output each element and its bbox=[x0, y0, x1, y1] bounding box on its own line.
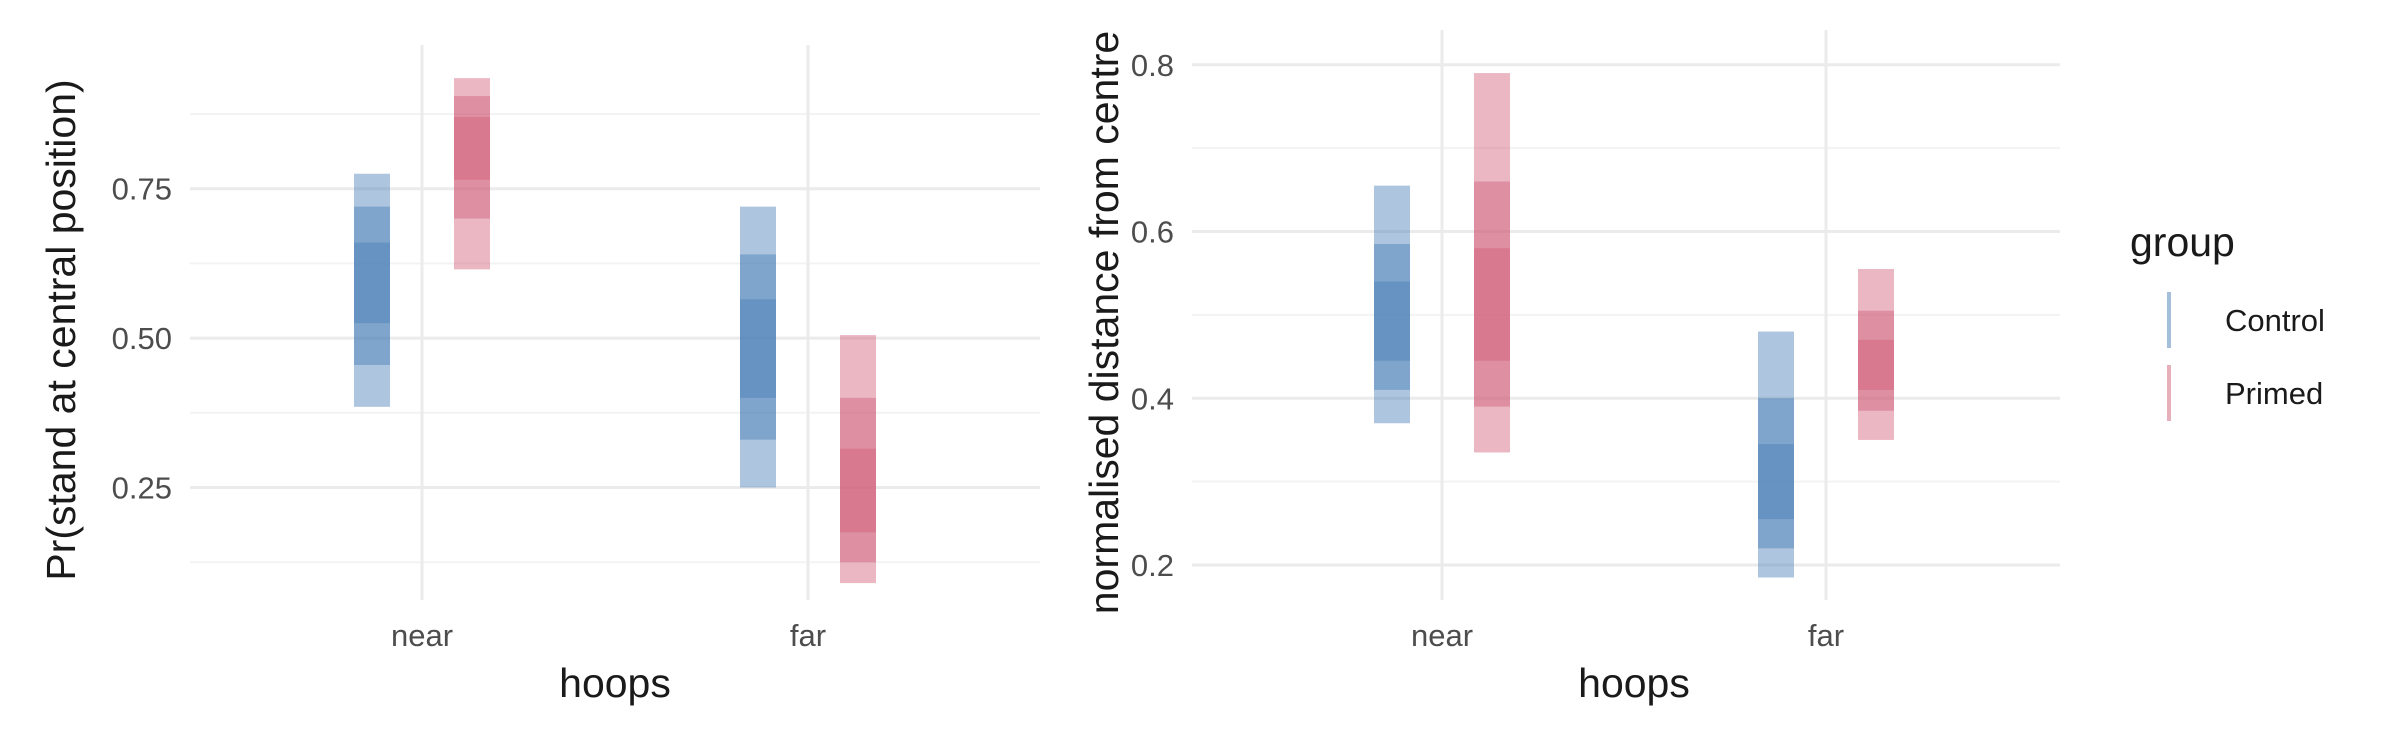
interval-bar-primed-near-level-2 bbox=[454, 96, 490, 219]
interval-bar-control-near-level-2 bbox=[1374, 244, 1410, 390]
interval-bar-primed-near-level-1 bbox=[1474, 73, 1510, 453]
interval-bar-control-far-level-3 bbox=[740, 299, 776, 398]
x-axis-title: hoops bbox=[559, 660, 671, 706]
y-tick-label: 0.6 bbox=[1131, 215, 1174, 250]
y-tick-label: 0.75 bbox=[112, 172, 172, 207]
interval-bar-control-near-level-1 bbox=[354, 173, 390, 407]
legend-label-primed: Primed bbox=[2225, 376, 2323, 411]
interval-bar-primed-far-level-1 bbox=[840, 335, 876, 584]
interval-bar-control-far-level-2 bbox=[1758, 398, 1794, 549]
interval-bar-primed-far-level-1 bbox=[1858, 269, 1894, 440]
interval-bar-control-far-level-2 bbox=[740, 254, 776, 440]
y-axis-title: normalised distance from centre bbox=[1081, 31, 1127, 614]
interval-bar-control-near-level-1 bbox=[1374, 185, 1410, 424]
interval-bar-control-near-level-2 bbox=[354, 206, 390, 365]
interval-bar-control-far-level-3 bbox=[1758, 444, 1794, 520]
x-tick-label: near bbox=[1411, 618, 1473, 653]
interval-bar-primed-far-level-2 bbox=[1858, 310, 1894, 411]
interval-bar-control-near-level-3 bbox=[1374, 281, 1410, 361]
interval-bar-primed-far-level-2 bbox=[840, 397, 876, 563]
interval-bar-primed-near-level-2 bbox=[1474, 181, 1510, 407]
y-tick-label: 0.2 bbox=[1131, 548, 1174, 583]
interval-bar-primed-near-level-3 bbox=[454, 116, 490, 180]
x-tick-label: near bbox=[391, 618, 453, 653]
interval-bar-primed-far-level-3 bbox=[1858, 339, 1894, 390]
legend-key-control bbox=[2167, 292, 2171, 348]
interval-bar-primed-near-level-1 bbox=[454, 78, 490, 270]
y-tick-label: 0.8 bbox=[1131, 48, 1174, 83]
interval-bar-control-far-level-1 bbox=[740, 206, 776, 488]
interval-bar-control-near-level-3 bbox=[354, 242, 390, 324]
x-axis-title: hoops bbox=[1578, 660, 1690, 706]
legend-title: group bbox=[2130, 219, 2235, 265]
y-axis-title: Pr(stand at central position) bbox=[38, 79, 84, 580]
interval-bar-primed-far-level-3 bbox=[840, 448, 876, 533]
panel-2: 0.2 0.4 0.6 0.8 near far hoops normalised dista… bbox=[1081, 30, 2060, 706]
y-tick-label: 0.25 bbox=[112, 471, 172, 506]
legend-label-control: Control bbox=[2225, 303, 2325, 338]
legend-key-primed bbox=[2167, 365, 2171, 421]
x-tick-label: far bbox=[790, 618, 826, 653]
y-tick-label: 0.4 bbox=[1131, 381, 1174, 416]
interval-bar-control-far-level-1 bbox=[1758, 331, 1794, 578]
panel-1: 0.25 0.50 0.75 near far hoops Pr(stand at cent… bbox=[38, 45, 1040, 706]
y-tick-label: 0.50 bbox=[112, 321, 172, 356]
legend: group Control Primed bbox=[2130, 219, 2325, 421]
interval-bar-primed-near-level-3 bbox=[1474, 248, 1510, 361]
x-tick-label: far bbox=[1808, 618, 1844, 653]
